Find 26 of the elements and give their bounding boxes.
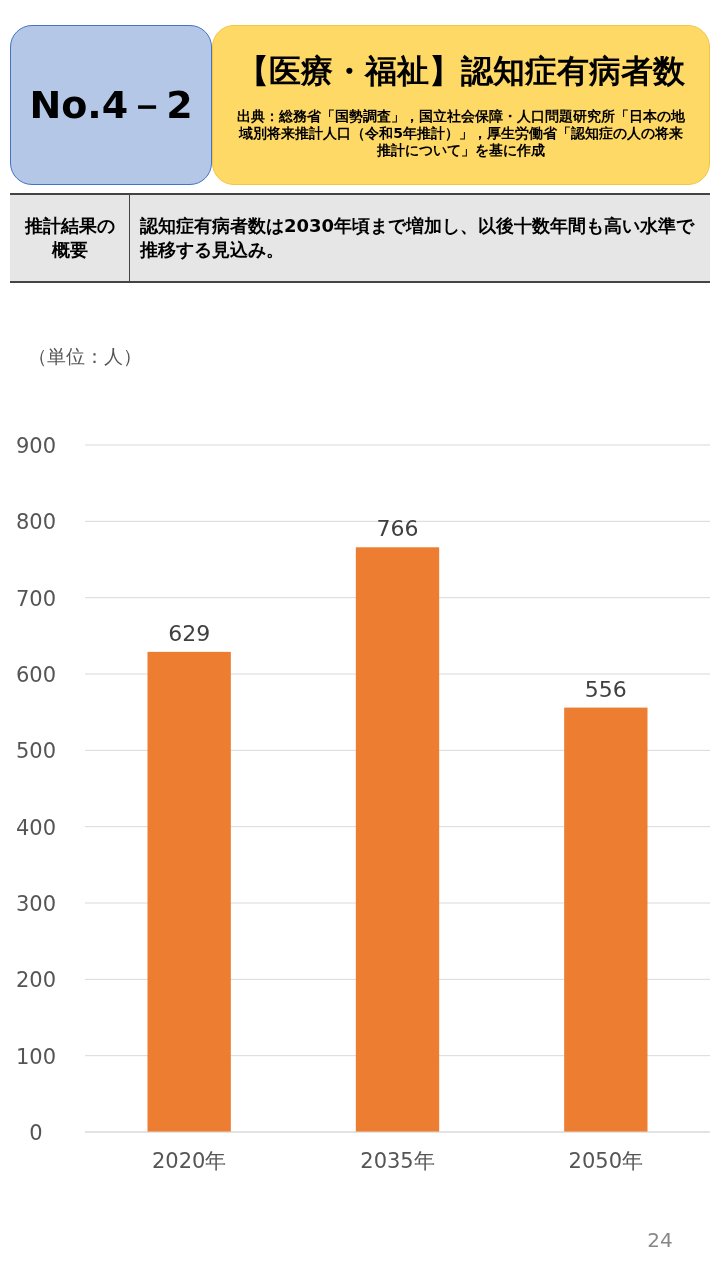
x-tick-label: 2020年 — [151, 1149, 227, 1173]
text: 推計結果の概要 — [10, 195, 130, 281]
bar — [564, 707, 648, 1132]
y-tick-label: 200 — [15, 968, 57, 993]
text: 認知症有病者数は2030年頃まで増加し、以後十数年間も高い水準で推移する見込み。 — [139, 214, 696, 262]
y-tick-label: 100 — [15, 1044, 57, 1069]
y-axis-title: （単位：人） — [28, 344, 142, 369]
y-tick-label: 800 — [15, 510, 57, 535]
badge: No.4－2 — [10, 25, 212, 185]
bar — [355, 547, 440, 1132]
y-tick-label: 300 — [15, 892, 57, 916]
text: 24 — [646, 1228, 674, 1252]
y-tick-label: 0 — [29, 1121, 43, 1145]
y-tick-label: 400 — [15, 815, 57, 840]
chart-title: 【医療・福祉】認知症有病者数 — [236, 51, 686, 92]
data-label: 556 — [584, 676, 627, 702]
bar — [147, 651, 231, 1132]
x-tick-label: 2035年 — [360, 1149, 435, 1173]
y-tick-label: 500 — [15, 739, 57, 764]
data-label: 629 — [168, 620, 211, 646]
source-note: 出典：総務省「国勢調査」，国立社会保障・人口問題研究所「日本の地域別将来推計人口（令和5年推計）」，厚生労働省「認知症の人の将来推計について」を基に作成 — [236, 108, 686, 159]
y-tick-label: 700 — [15, 586, 57, 611]
y-tick-label: 600 — [15, 663, 57, 687]
y-tick-label: 900 — [15, 434, 57, 458]
x-tick-label: 2050年 — [568, 1149, 644, 1173]
data-label: 766 — [376, 516, 419, 542]
